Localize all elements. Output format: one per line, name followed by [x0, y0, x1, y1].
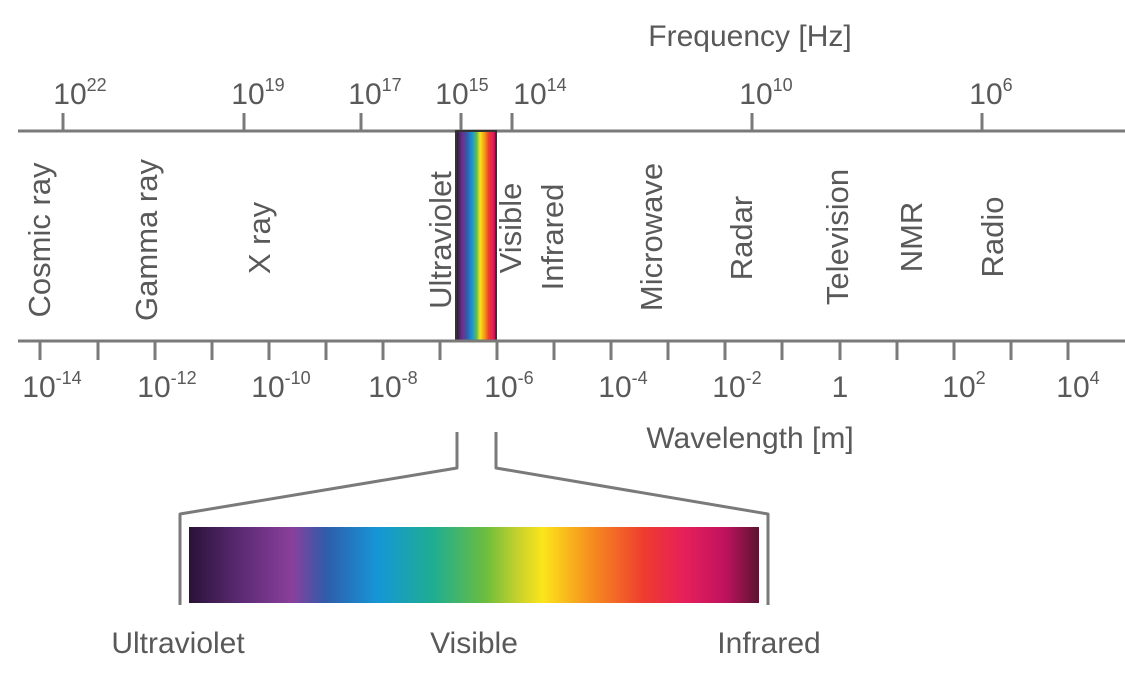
freq-tick-label: 106	[969, 75, 1012, 111]
freq-tick-label: 1015	[435, 75, 488, 111]
freq-tick-label: 1019	[231, 75, 284, 111]
band-label-x-ray: X ray	[242, 201, 277, 274]
visible-band-strip	[455, 130, 497, 342]
band-label-gamma-ray: Gamma ray	[129, 159, 164, 321]
zoom-label-visible: Visible	[430, 627, 518, 660]
zoom-label-ultraviolet: Ultraviolet	[111, 627, 245, 660]
expanded-visible-spectrum	[189, 527, 759, 603]
band-labels: Cosmic ray Gamma ray X ray Ultraviolet V…	[22, 159, 1010, 321]
band-label-cosmic-ray: Cosmic ray	[22, 162, 57, 318]
freq-tick-label: 1017	[348, 75, 401, 111]
band-label-radar: Radar	[724, 196, 759, 280]
band-label-visible: Visible	[493, 183, 528, 274]
wl-tick-label: 10-2	[712, 368, 761, 404]
wl-tick-label: 10-12	[137, 368, 196, 404]
band-label-nmr: NMR	[894, 202, 929, 273]
zoom-bracket-left	[178, 432, 459, 605]
zoom-bracket-right	[494, 432, 770, 605]
frequency-axis	[18, 113, 1125, 133]
freq-tick-label: 1014	[513, 75, 566, 111]
band-label-ultraviolet: Ultraviolet	[423, 171, 458, 309]
wl-tick-label: 10-4	[598, 368, 647, 404]
band-label-television: Television	[820, 169, 855, 305]
wl-tick-label: 104	[1056, 368, 1099, 404]
band-label-microwave: Microwave	[634, 163, 669, 311]
wavelength-axis	[18, 339, 1125, 360]
wl-tick-label: 102	[942, 368, 985, 404]
band-label-infrared: Infrared	[535, 184, 570, 291]
wl-tick-label: 10-8	[368, 368, 417, 404]
freq-tick-label: 1022	[53, 75, 106, 111]
wavelength-tick-labels: 10-14 10-12 10-10 10-8 10-6 10-4 10-2 1 …	[22, 368, 1099, 404]
frequency-tick-labels: 1022 1019 1017 1015 1014 1010 106	[53, 75, 1012, 111]
frequency-axis-title: Frequency [Hz]	[648, 20, 851, 53]
wl-tick-label: 10-6	[484, 368, 533, 404]
zoom-label-infrared: Infrared	[717, 627, 820, 660]
wavelength-axis-title: Wavelength [m]	[646, 422, 853, 455]
wl-tick-label: 10-14	[22, 368, 81, 404]
wl-tick-label: 1	[832, 371, 849, 404]
band-label-radio: Radio	[975, 197, 1010, 278]
freq-tick-label: 1010	[739, 75, 792, 111]
wl-tick-label: 10-10	[251, 368, 310, 404]
